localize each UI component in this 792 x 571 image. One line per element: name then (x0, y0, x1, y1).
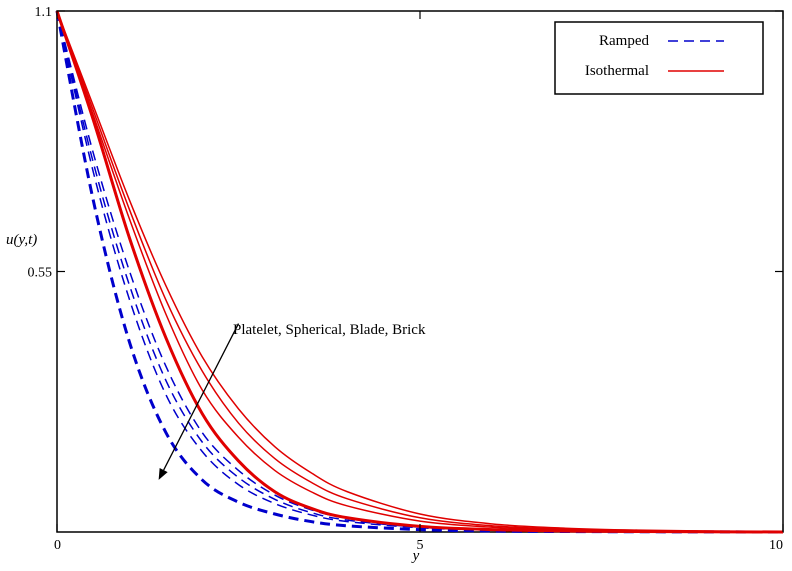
series-line-6 (56, 10, 784, 533)
y-axis-label: u(y,t) (6, 232, 37, 248)
annotation-arrow (163, 323, 240, 471)
x-tick-label-2: 10 (769, 538, 783, 553)
legend-label-ramped: Ramped (599, 33, 649, 49)
legend: Ramped Isothermal (554, 21, 764, 95)
series-line-7 (56, 10, 784, 533)
x-tick-label-1: 5 (417, 538, 424, 553)
y-tick-label-1: 0.55 (28, 266, 53, 281)
legend-label-isothermal: Isothermal (585, 63, 649, 79)
y-tick-label-0: 1.1 (35, 5, 53, 20)
series-line-3 (56, 10, 784, 533)
series-line-8 (56, 10, 784, 533)
ticks-layer: 0 5 10 1.1 0.55 (28, 5, 784, 553)
annotation: Platelet, Spherical, Blade, Brick (158, 322, 426, 480)
x-axis-label: y (411, 548, 420, 564)
x-tick-label-0: 0 (54, 538, 61, 553)
series-layer (55, 10, 784, 534)
annotation-text: Platelet, Spherical, Blade, Brick (233, 322, 426, 338)
annotation-arrowhead (158, 468, 168, 480)
legend-box (554, 21, 764, 95)
series-line-5 (55, 10, 784, 534)
